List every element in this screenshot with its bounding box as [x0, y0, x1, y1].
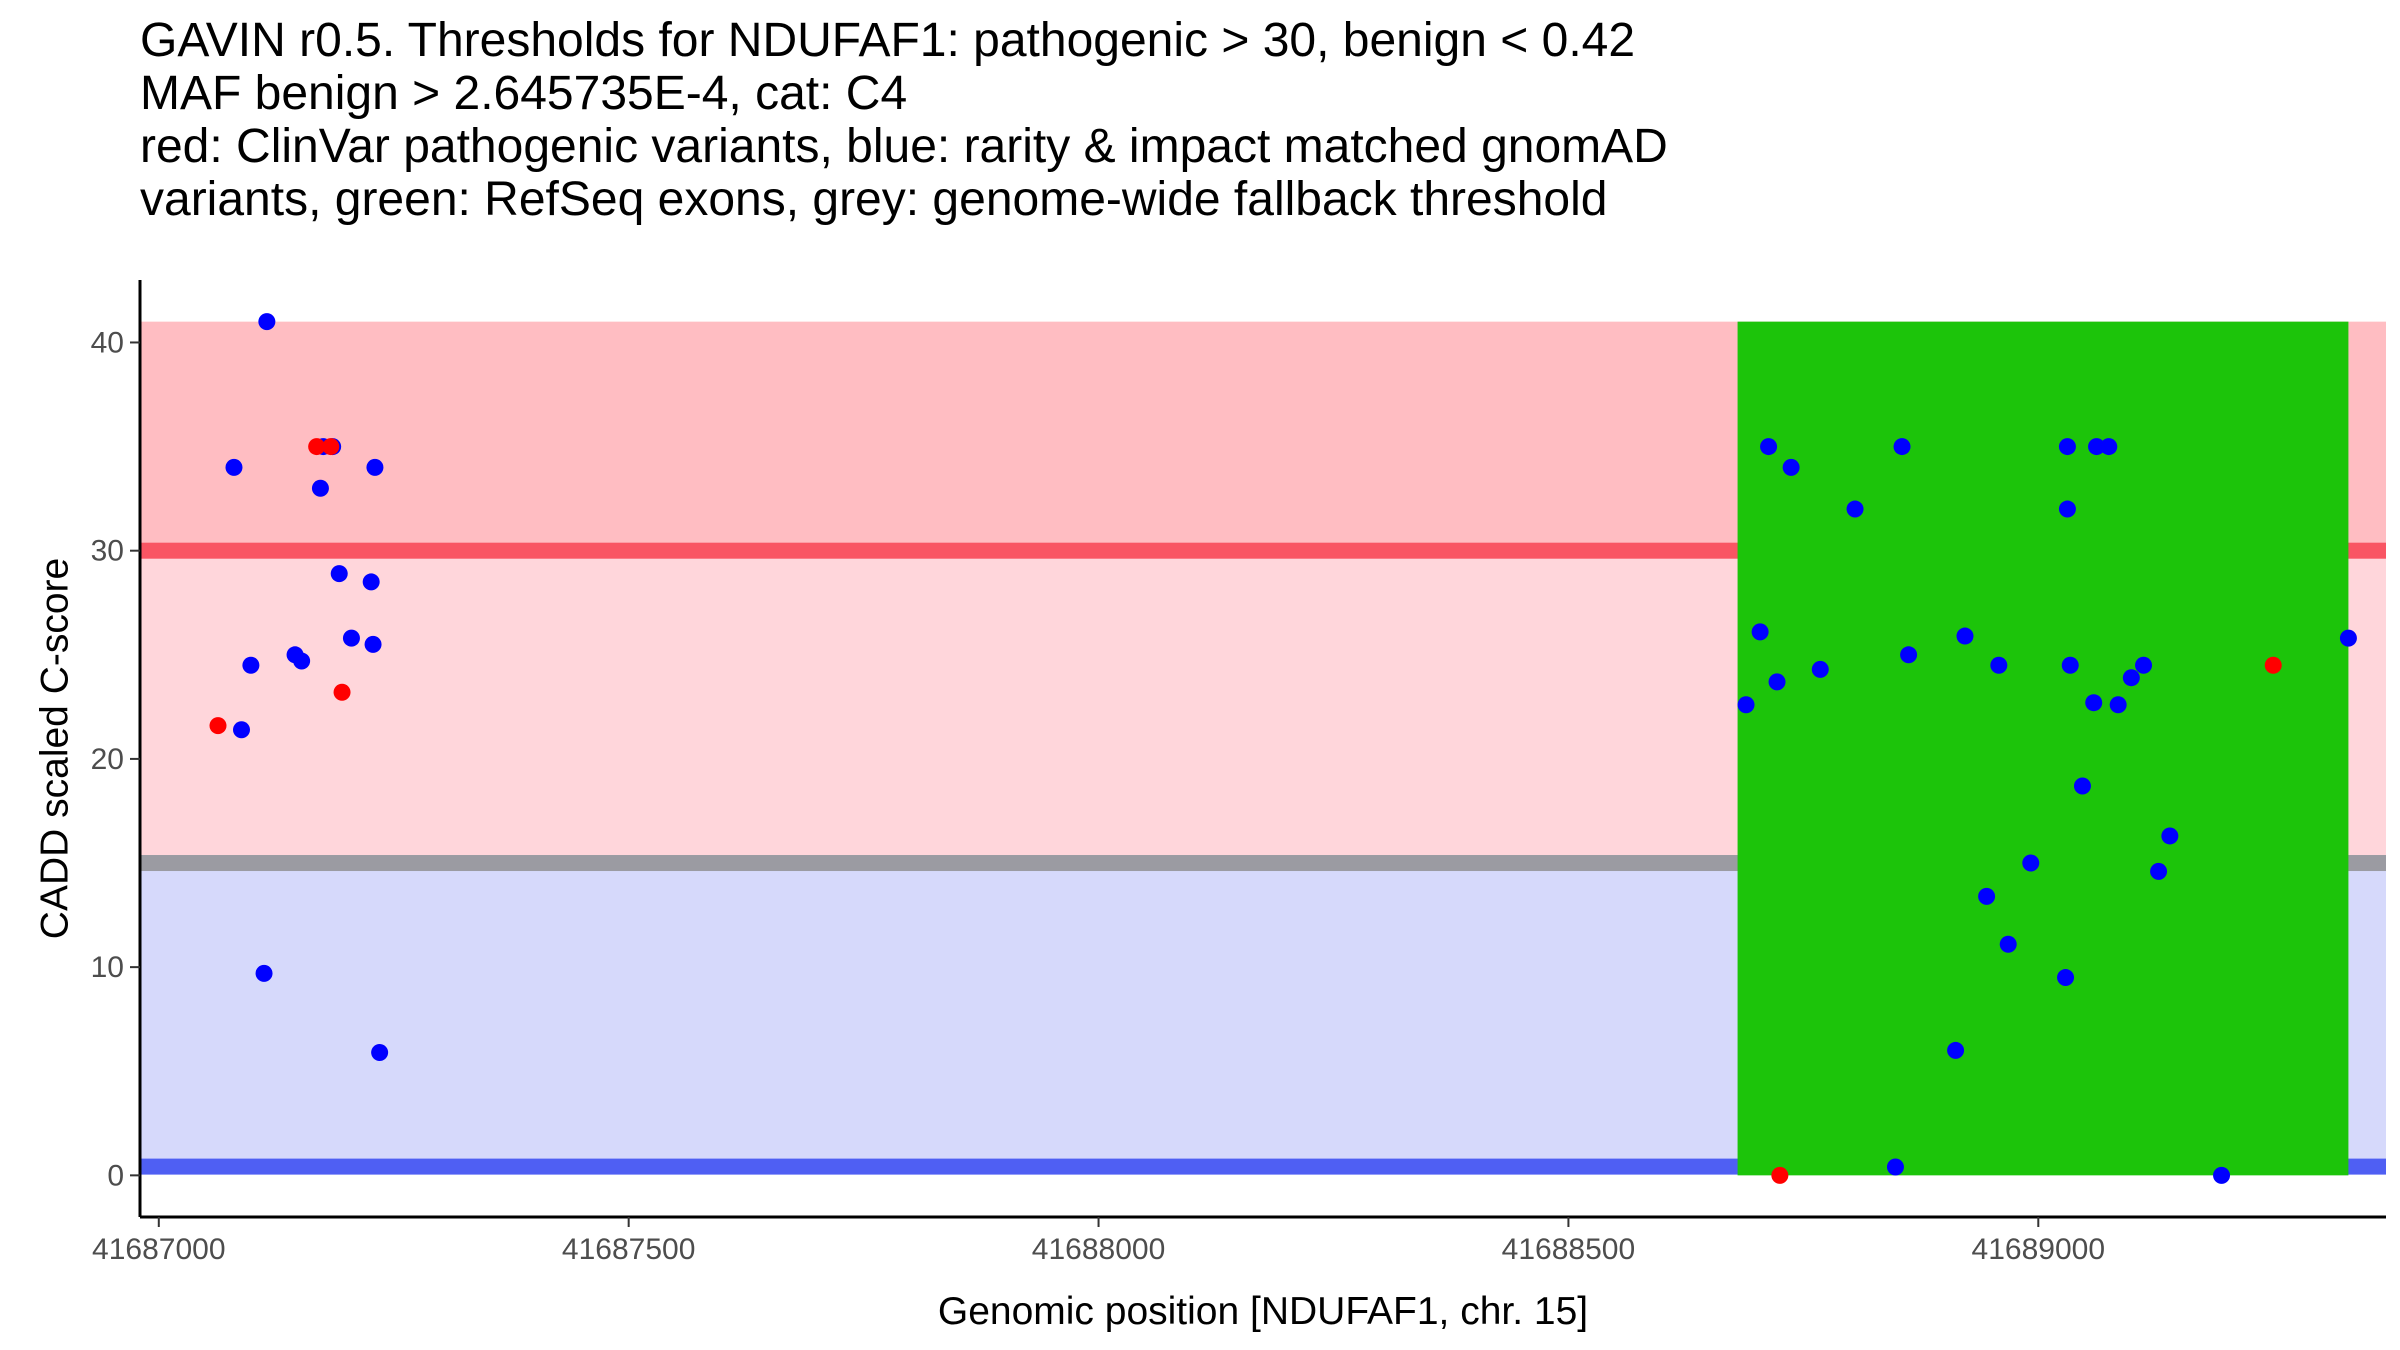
- gnomad-point: [364, 635, 382, 653]
- title-line-2: MAF benign > 2.645735E-4, cat: C4: [140, 67, 908, 120]
- clinvar-point: [322, 438, 340, 456]
- gnomad-point: [2057, 969, 2075, 987]
- gnomad-point: [311, 479, 329, 497]
- gnomad-point: [242, 656, 260, 674]
- gnomad-point: [293, 652, 311, 670]
- gnomad-point: [1893, 438, 1911, 456]
- axes: [138, 280, 2386, 1219]
- gnomad-point: [2073, 777, 2091, 795]
- gnomad-point: [1886, 1158, 1904, 1176]
- gnomad-point: [2085, 694, 2103, 712]
- gnomad-point: [2135, 656, 2153, 674]
- gnomad-point: [2339, 629, 2357, 647]
- gnomad-point: [2122, 669, 2140, 687]
- gnomad-point: [2061, 656, 2079, 674]
- gnomad-point: [1751, 623, 1769, 641]
- y-tick-label: 40: [91, 326, 124, 359]
- gnomad-point: [2088, 438, 2106, 456]
- clinvar-point: [209, 717, 227, 735]
- refseq-exon: [1737, 321, 2349, 1176]
- clinvar-point: [308, 438, 326, 456]
- y-tick-label: 20: [91, 743, 124, 776]
- y-tick-label: 10: [91, 951, 124, 984]
- gnomad-point: [1947, 1041, 1965, 1059]
- gnomad-point: [255, 964, 273, 982]
- title-line-1: GAVIN r0.5. Thresholds for NDUFAF1: path…: [140, 14, 1636, 67]
- gnomad-point: [225, 458, 243, 476]
- gnomad-point: [2150, 862, 2168, 880]
- x-tick-label: 41689000: [1972, 1233, 2105, 1266]
- gnomad-point: [330, 565, 348, 583]
- chart-title: GAVIN r0.5. Thresholds for NDUFAF1: path…: [140, 14, 2340, 226]
- gnomad-point: [1811, 660, 1829, 678]
- x-axis-title: Genomic position [NDUFAF1, chr. 15]: [938, 1290, 1588, 1333]
- y-tick-label: 30: [91, 535, 124, 568]
- gnomad-point: [2109, 696, 2127, 714]
- gnomad-point: [258, 313, 276, 331]
- gnomad-point: [2058, 500, 2076, 518]
- gnomad-point: [2213, 1166, 2231, 1184]
- gnomad-point: [1760, 438, 1778, 456]
- y-tick-label: 0: [107, 1159, 124, 1192]
- gnomad-point: [342, 629, 360, 647]
- title-line-4: variants, green: RefSeq exons, grey: gen…: [140, 173, 1608, 226]
- title-line-3: red: ClinVar pathogenic variants, blue: …: [140, 120, 1668, 173]
- gnomad-point: [1846, 500, 1864, 518]
- gnomad-point: [1737, 696, 1755, 714]
- x-tick-label: 41687000: [92, 1233, 225, 1266]
- gnomad-point: [2022, 854, 2040, 872]
- x-tick-label: 41687500: [562, 1233, 695, 1266]
- gnomad-point: [366, 458, 384, 476]
- gnomad-point: [2161, 827, 2179, 845]
- gnomad-point: [232, 721, 250, 739]
- data-points: [209, 313, 2357, 1184]
- gnomad-point: [2100, 438, 2118, 456]
- gnomad-point: [1999, 935, 2017, 953]
- gnomad-point: [362, 573, 380, 591]
- gnomad-point: [1782, 458, 1800, 476]
- gnomad-point: [1978, 887, 1996, 905]
- exon-regions: [1737, 321, 2349, 1176]
- clinvar-point: [1771, 1166, 1789, 1184]
- x-tick-label: 41688500: [1502, 1233, 1635, 1266]
- y-axis-title: CADD scaled C-score: [34, 558, 77, 939]
- gnomad-point: [2058, 438, 2076, 456]
- gnomad-point: [1956, 627, 1974, 645]
- axis-ticks: 41687000 41687500 41688000 41688500 41689000…: [91, 326, 2105, 1266]
- x-tick-label: 41688000: [1032, 1233, 1165, 1266]
- gnomad-point: [1990, 656, 2008, 674]
- gnomad-point: [1900, 646, 1918, 664]
- clinvar-point: [2264, 656, 2282, 674]
- gnomad-point: [1768, 673, 1786, 691]
- gnomad-point: [371, 1044, 389, 1062]
- clinvar-point: [333, 683, 351, 701]
